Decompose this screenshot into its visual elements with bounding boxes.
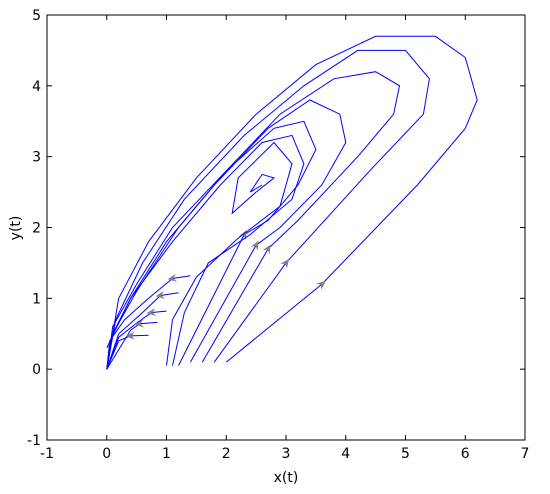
trajectory (106, 334, 149, 370)
y-tick-label: 4 (32, 79, 41, 95)
x-tick-label: 0 (102, 446, 111, 462)
trajectory (106, 134, 305, 366)
trajectory (106, 310, 167, 370)
y-axis-label: y(t) (8, 216, 24, 241)
trajectory (106, 321, 158, 370)
trajectory (106, 35, 478, 370)
x-tick-label: -1 (40, 446, 54, 462)
direction-arrow (262, 244, 271, 255)
y-tick-label: 1 (32, 291, 41, 307)
direction-arrow (316, 281, 326, 290)
x-tick-label: 4 (341, 446, 350, 462)
trajectory (106, 71, 401, 370)
x-tick-label: 2 (222, 446, 231, 462)
plot-frame (46, 14, 526, 441)
direction-arrow (155, 290, 166, 299)
direction-arrow (134, 319, 144, 328)
y-tick-label: 0 (32, 362, 41, 378)
trajectory (166, 141, 293, 366)
x-tick-label: 5 (401, 446, 410, 462)
trajectory (106, 275, 191, 370)
y-tick-label: -1 (27, 433, 41, 449)
direction-arrow (146, 308, 156, 317)
trajectory (106, 49, 430, 370)
direction-arrow (250, 240, 259, 251)
direction-arrow (125, 331, 135, 340)
y-tick-label: 3 (32, 150, 41, 166)
trajectory (106, 120, 317, 370)
x-tick-label: 3 (282, 446, 291, 462)
direction-arrow (167, 273, 178, 282)
x-tick-label: 6 (461, 446, 470, 462)
x-axis-label: x(t) (274, 470, 299, 486)
trajectory (106, 292, 179, 370)
y-tick-label: 2 (32, 221, 41, 237)
x-tick-label: 1 (162, 446, 171, 462)
direction-arrow (280, 258, 289, 269)
y-tick-label: 5 (32, 8, 41, 24)
x-tick-label: 7 (521, 446, 530, 462)
trajectory (106, 99, 347, 370)
